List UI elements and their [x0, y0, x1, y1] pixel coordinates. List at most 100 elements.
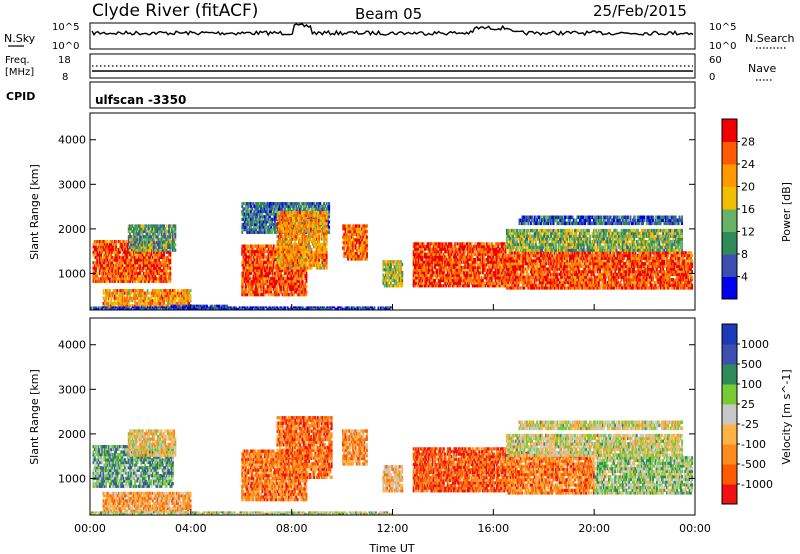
echo-cell	[132, 266, 135, 270]
echo-cell	[98, 253, 101, 257]
noise-left-label: N.Sky	[4, 32, 36, 45]
echo-cell	[145, 271, 148, 275]
freq-label-2: [MHz]	[5, 67, 34, 78]
echo-cell	[108, 274, 111, 278]
echo-cell	[102, 255, 105, 260]
echo-cell	[125, 242, 128, 246]
echo-cell	[105, 279, 107, 283]
echo-cell	[129, 224, 131, 228]
echo-cell	[139, 237, 142, 242]
echo-cell	[102, 274, 105, 278]
echo-cell	[127, 229, 130, 234]
echo-cell	[120, 269, 123, 273]
echo-cell	[93, 263, 96, 267]
echo-cell	[121, 269, 124, 273]
echo-cell	[108, 248, 111, 252]
echo-cell	[117, 250, 120, 254]
echo-cell	[159, 253, 162, 257]
echo-cell	[156, 261, 159, 265]
echo-cell	[145, 229, 148, 234]
echo-cell	[108, 242, 111, 246]
echo-cell	[155, 277, 158, 281]
echo-cell	[120, 261, 123, 265]
echo-cell	[130, 266, 133, 270]
echo-cell	[158, 274, 160, 278]
echo-cell	[146, 253, 149, 257]
echo-cell	[144, 243, 147, 247]
echo-cell	[119, 271, 121, 275]
echo-cell	[131, 263, 134, 267]
echo-cell	[121, 248, 124, 252]
echo-cell	[305, 284, 308, 289]
freq-left-tick-bottom: 8	[62, 72, 68, 83]
echo-cell	[160, 271, 163, 275]
echo-cell	[95, 261, 97, 265]
echo-cell	[132, 250, 135, 254]
station-title: Clyde River (fitACF)	[92, 1, 258, 21]
freq-panel: Freq. [MHz] 18 8 60 0 Nave	[5, 53, 776, 83]
echo-cell	[126, 250, 129, 254]
echo-cell	[144, 271, 147, 275]
echo-cell	[136, 227, 139, 231]
echo-cell	[108, 245, 111, 249]
echo-cell	[124, 266, 126, 270]
echo-cell	[163, 266, 165, 270]
echo-cell	[110, 271, 113, 275]
echo-cell	[129, 232, 131, 236]
echo-cell	[95, 269, 97, 273]
echo-cell	[136, 224, 139, 228]
echo-cell	[158, 279, 160, 283]
echo-cell	[154, 258, 157, 262]
echo-cell	[120, 274, 123, 278]
echo-cell	[92, 269, 95, 273]
echo-cell	[168, 250, 170, 254]
echo-cell	[165, 269, 168, 273]
echo-cell	[146, 279, 149, 283]
echo-cell	[105, 277, 107, 281]
echo-cell	[169, 250, 172, 254]
echo-cell	[126, 255, 129, 260]
echo-cell	[164, 271, 167, 275]
echo-cell	[121, 242, 124, 246]
echo-cell	[121, 261, 124, 265]
echo-cell	[106, 245, 109, 249]
echo-band	[382, 260, 404, 288]
echo-cell	[161, 261, 164, 265]
echo-cell	[108, 263, 111, 267]
echo-cell	[134, 245, 136, 250]
echo-cell	[150, 269, 153, 273]
echo-cell	[102, 242, 105, 246]
echo-cell	[130, 245, 133, 250]
echo-cell	[134, 266, 136, 270]
echo-cell	[97, 263, 100, 267]
echo-cell	[131, 229, 134, 234]
echo-cell	[141, 250, 144, 254]
echo-cell	[125, 266, 128, 270]
echo-cell	[153, 266, 155, 270]
echo-cell	[305, 290, 308, 294]
echo-cell	[134, 235, 136, 239]
echo-cell	[135, 258, 138, 262]
echo-cell	[169, 258, 172, 262]
echo-cell	[108, 279, 111, 283]
echo-cell	[169, 271, 172, 275]
echo-cell	[98, 245, 101, 249]
echo-cell	[134, 258, 136, 262]
echo-cell	[126, 271, 129, 275]
echo-cell	[92, 261, 95, 265]
echo-cell	[103, 248, 106, 252]
echo-cell	[136, 279, 139, 283]
echo-cell	[168, 271, 170, 275]
echo-cell	[153, 269, 155, 273]
echo-cell	[113, 271, 116, 275]
echo-cell	[101, 258, 104, 262]
echo-cell	[131, 266, 134, 270]
echo-cell	[121, 279, 124, 283]
echo-cell	[105, 255, 107, 260]
echo-cell	[129, 263, 131, 267]
echo-cell	[134, 274, 136, 278]
echo-cell	[158, 269, 160, 273]
echo-cell	[126, 261, 129, 265]
echo-cell	[95, 277, 97, 281]
echo-cell	[110, 248, 113, 252]
